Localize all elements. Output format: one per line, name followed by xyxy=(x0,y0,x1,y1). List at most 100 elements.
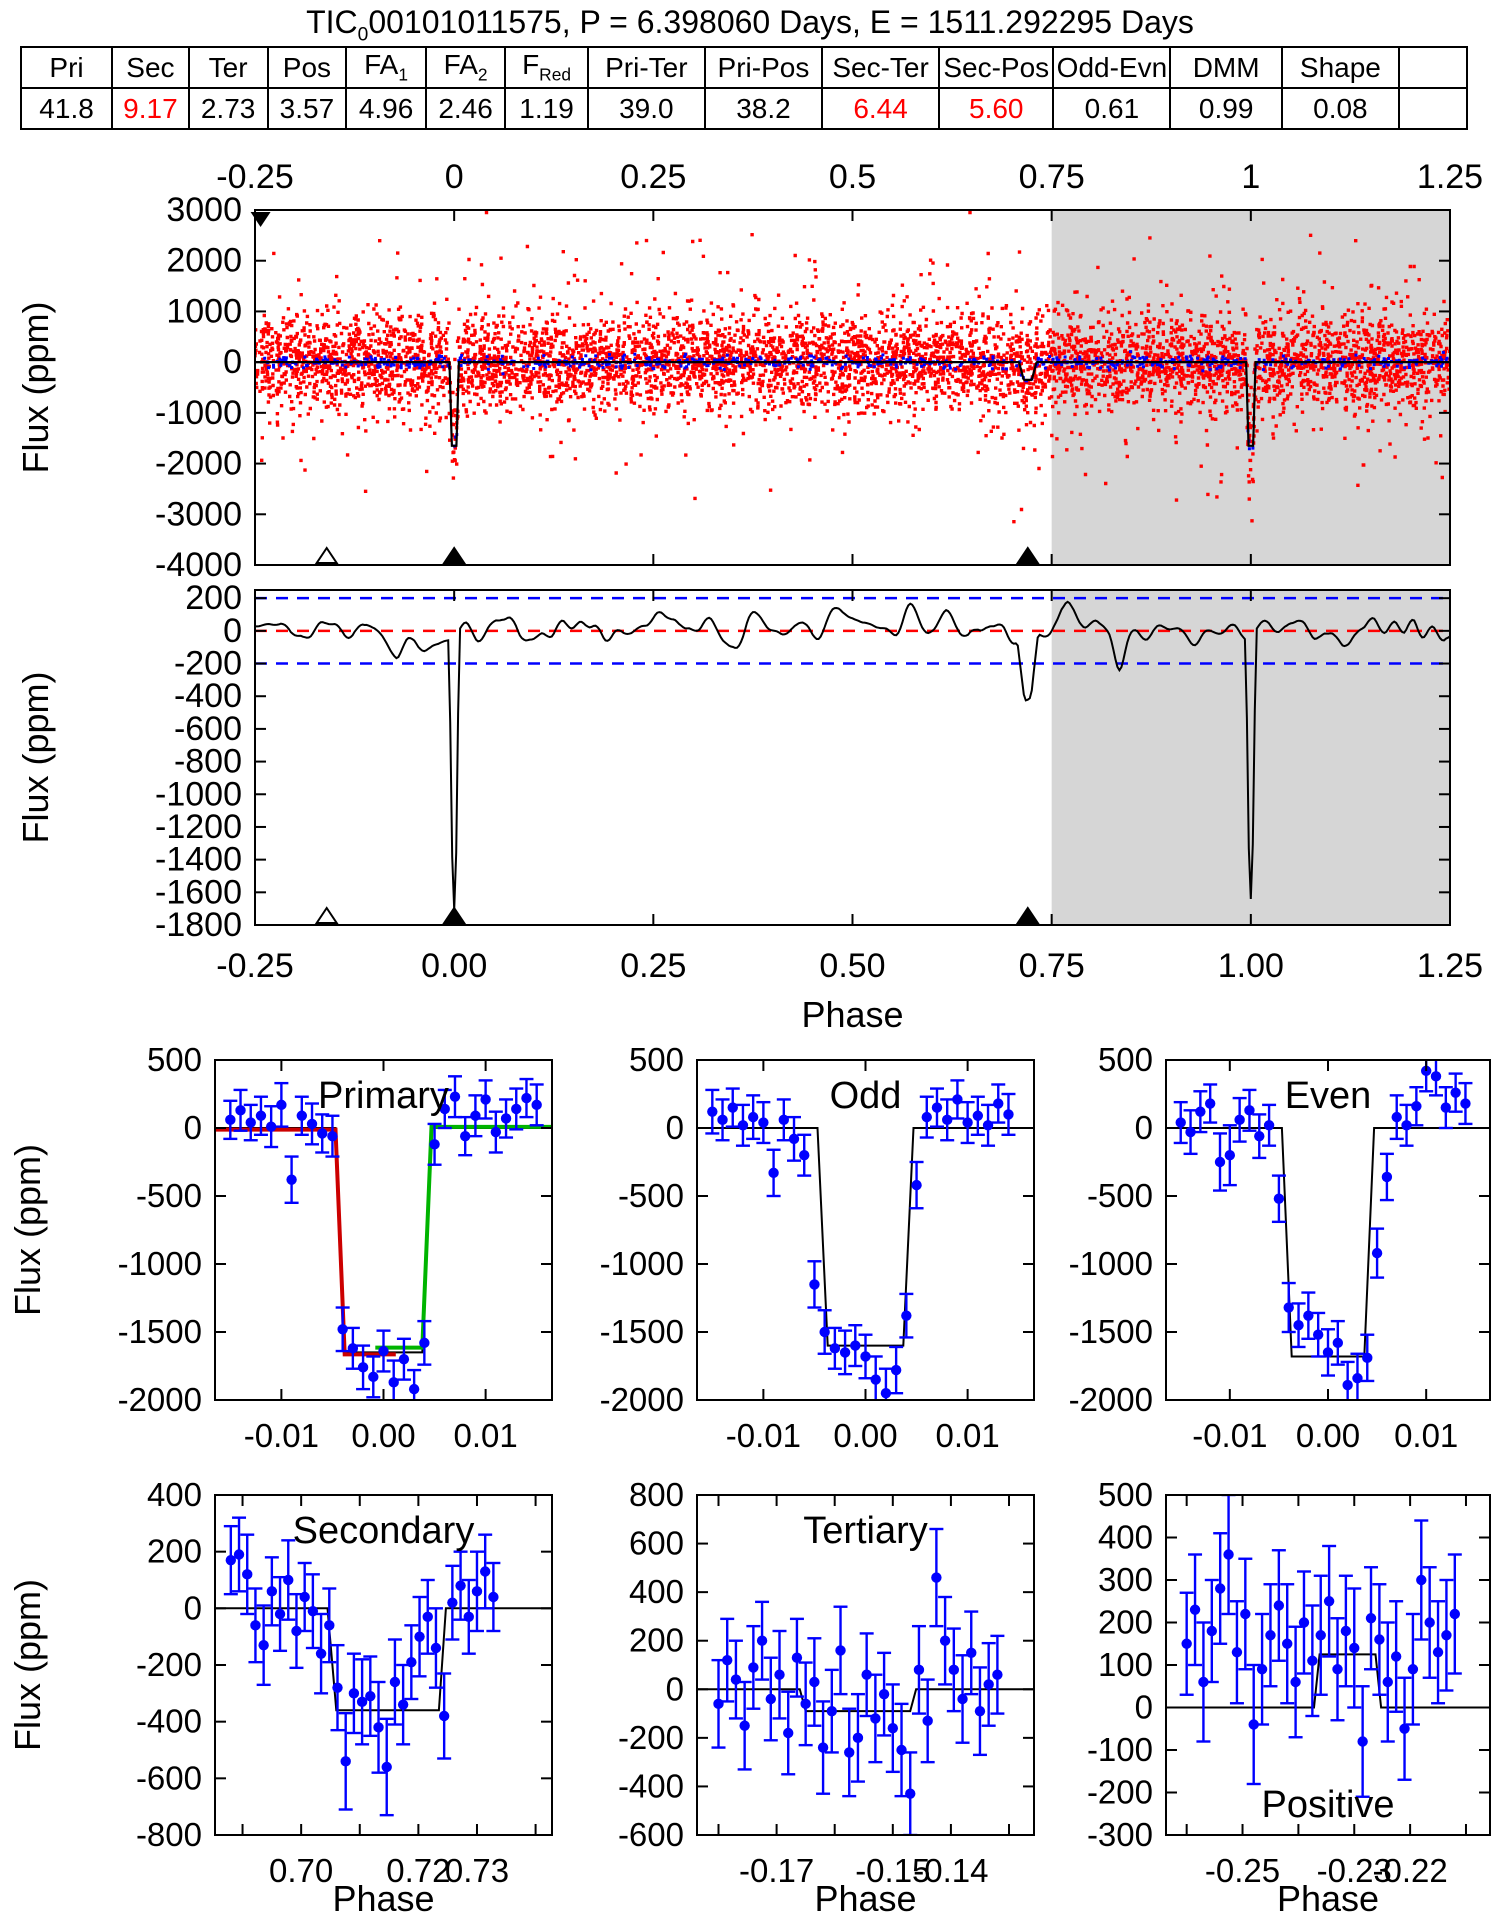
binned-flux-panel: -0.25 0.00 0.25 0.50 0.75 1.00 1.25 2000-200-40… xyxy=(15,579,1483,1035)
svg-text:-600: -600 xyxy=(174,710,242,748)
svg-text:400: 400 xyxy=(1098,1519,1153,1556)
svg-text:0: 0 xyxy=(666,1109,684,1146)
panel-title: Primary xyxy=(318,1075,449,1117)
svg-text:0.01: 0.01 xyxy=(1394,1417,1458,1454)
svg-text:-200: -200 xyxy=(1087,1774,1153,1811)
metric-header-9: Sec-Ter xyxy=(821,46,941,89)
binned-points-with-errors xyxy=(223,1516,501,1817)
svg-text:0: 0 xyxy=(666,1670,684,1707)
tertiary-eclipse-panel: -0.17 -0.15-0.14 800 600 400 200 0 -200 -400 -600… xyxy=(618,1478,1035,1913)
model-overlay xyxy=(375,1124,552,1350)
svg-text:0.01: 0.01 xyxy=(936,1417,1000,1454)
svg-text:-1000: -1000 xyxy=(600,1245,684,1282)
metric-header-7: Pri-Ter xyxy=(586,46,706,89)
svg-text:-0.23: -0.23 xyxy=(1317,1852,1392,1889)
svg-text:200: 200 xyxy=(1098,1604,1153,1641)
svg-text:Flux (ppm): Flux (ppm) xyxy=(7,1144,48,1316)
svg-text:500: 500 xyxy=(147,1041,202,1078)
svg-text:-600: -600 xyxy=(136,1759,202,1796)
svg-text:0: 0 xyxy=(184,1109,202,1146)
svg-text:-4000: -4000 xyxy=(155,546,242,584)
svg-text:0.00: 0.00 xyxy=(1296,1417,1360,1454)
model-line xyxy=(215,1607,552,1712)
svg-text:800: 800 xyxy=(629,1478,684,1513)
title-tic: TIC xyxy=(306,4,358,40)
svg-text:-0.15: -0.15 xyxy=(855,1852,930,1889)
svg-text:-1400: -1400 xyxy=(155,841,242,879)
metric-header-4: FA1 xyxy=(345,46,427,89)
metric-value-0: 41.8 xyxy=(19,87,114,130)
svg-text:Flux (ppm): Flux (ppm) xyxy=(15,671,56,843)
svg-text:0.5: 0.5 xyxy=(829,158,876,196)
svg-text:1.00: 1.00 xyxy=(1218,947,1284,985)
svg-text:0.00: 0.00 xyxy=(421,947,487,985)
svg-text:-1200: -1200 xyxy=(155,808,242,846)
model-line xyxy=(1166,1127,1490,1358)
metric-value-10: 5.60 xyxy=(938,87,1055,130)
svg-text:-200: -200 xyxy=(174,645,242,683)
svg-text:0.00: 0.00 xyxy=(833,1417,897,1454)
metric-header-14 xyxy=(1397,46,1469,89)
metric-value-13: 0.08 xyxy=(1280,87,1400,130)
svg-text:0.25: 0.25 xyxy=(620,947,686,985)
svg-text:-800: -800 xyxy=(174,743,242,781)
model-line xyxy=(215,1127,552,1354)
svg-text:0: 0 xyxy=(445,158,464,196)
svg-text:0.70: 0.70 xyxy=(269,1852,333,1889)
svg-text:0: 0 xyxy=(184,1589,202,1626)
svg-text:0.72: 0.72 xyxy=(386,1852,450,1889)
svg-text:Phase: Phase xyxy=(332,1878,434,1913)
svg-text:0: 0 xyxy=(223,612,242,650)
metric-value-4: 4.96 xyxy=(345,87,427,130)
positive-feature-panel: -0.25 -0.23-0.22 500 400 300 200 100 0 -100 -200 -… xyxy=(1087,1478,1491,1913)
svg-text:200: 200 xyxy=(147,1533,202,1570)
svg-text:-0.17: -0.17 xyxy=(739,1852,814,1889)
svg-text:-500: -500 xyxy=(618,1177,684,1214)
svg-text:-0.01: -0.01 xyxy=(244,1417,319,1454)
svg-text:Flux (ppm): Flux (ppm) xyxy=(15,301,56,473)
model-overlay xyxy=(215,1127,396,1357)
svg-text:500: 500 xyxy=(1098,1041,1153,1078)
svg-text:100: 100 xyxy=(1098,1646,1153,1683)
svg-text:-0.25: -0.25 xyxy=(216,947,294,985)
svg-text:-500: -500 xyxy=(1087,1177,1153,1214)
svg-text:2000: 2000 xyxy=(166,242,242,280)
metric-header-6: FRed xyxy=(504,46,589,89)
metric-value-12: 0.99 xyxy=(1169,87,1283,130)
svg-text:-100: -100 xyxy=(1087,1731,1153,1768)
binned-scatter-points xyxy=(263,350,1449,451)
svg-text:-1600: -1600 xyxy=(155,873,242,911)
metric-value-8: 38.2 xyxy=(703,87,824,130)
svg-text:-600: -600 xyxy=(618,1816,684,1853)
binned-points-with-errors xyxy=(223,1075,544,1400)
metric-header-3: Pos xyxy=(266,46,348,89)
svg-text:-1000: -1000 xyxy=(1069,1245,1153,1282)
primary-plot: -0.01 0.00 0.01 500 0 -500 -1000 -1500 -2000 Prim… xyxy=(7,1041,553,1454)
even-plot: -0.01 0.00 0.01 500 0 -500 -1000 -1500 -2000 Even xyxy=(1069,1041,1491,1454)
svg-text:-0.22: -0.22 xyxy=(1373,1852,1448,1889)
svg-text:400: 400 xyxy=(629,1573,684,1610)
odd-plot: -0.01 0.00 0.01 500 0 -500 -1000 -1500 -2000 Odd xyxy=(600,1041,1035,1454)
svg-text:Flux (ppm): Flux (ppm) xyxy=(7,1579,48,1751)
metric-value-11: 0.61 xyxy=(1052,87,1172,130)
page-title: TIC000101011575, P = 6.398060 Days, E = … xyxy=(0,4,1500,46)
model-line xyxy=(697,1127,1034,1347)
svg-text:-0.14: -0.14 xyxy=(913,1852,988,1889)
svg-text:0: 0 xyxy=(223,343,242,381)
svg-text:0: 0 xyxy=(1135,1689,1153,1726)
svg-text:0.25: 0.25 xyxy=(620,158,686,196)
positive-plot: -0.25 -0.23-0.22 500 400 300 200 100 0 -100 -200 -… xyxy=(1087,1478,1491,1913)
secondary-eclipse-panel: 0.70 0.720.73 400 200 0 -200 -400 -600 -800 Secon… xyxy=(7,1478,553,1913)
metric-value-9: 6.44 xyxy=(821,87,941,130)
secondary-plot: 0.70 0.720.73 400 200 0 -200 -400 -600 -800 Secon… xyxy=(7,1478,553,1913)
svg-text:0.01: 0.01 xyxy=(454,1417,518,1454)
svg-text:-200: -200 xyxy=(136,1646,202,1683)
svg-text:-2000: -2000 xyxy=(155,445,242,483)
svg-text:-1500: -1500 xyxy=(118,1313,202,1350)
svg-text:0.75: 0.75 xyxy=(1019,947,1085,985)
panel-title: Even xyxy=(1285,1075,1372,1117)
even-eclipse-panel: -0.01 0.00 0.01 500 0 -500 -1000 -1500 -2000 Even xyxy=(1069,1041,1491,1454)
svg-text:-400: -400 xyxy=(136,1703,202,1740)
raw-scatter-points xyxy=(255,210,1450,524)
svg-text:-1500: -1500 xyxy=(600,1313,684,1350)
